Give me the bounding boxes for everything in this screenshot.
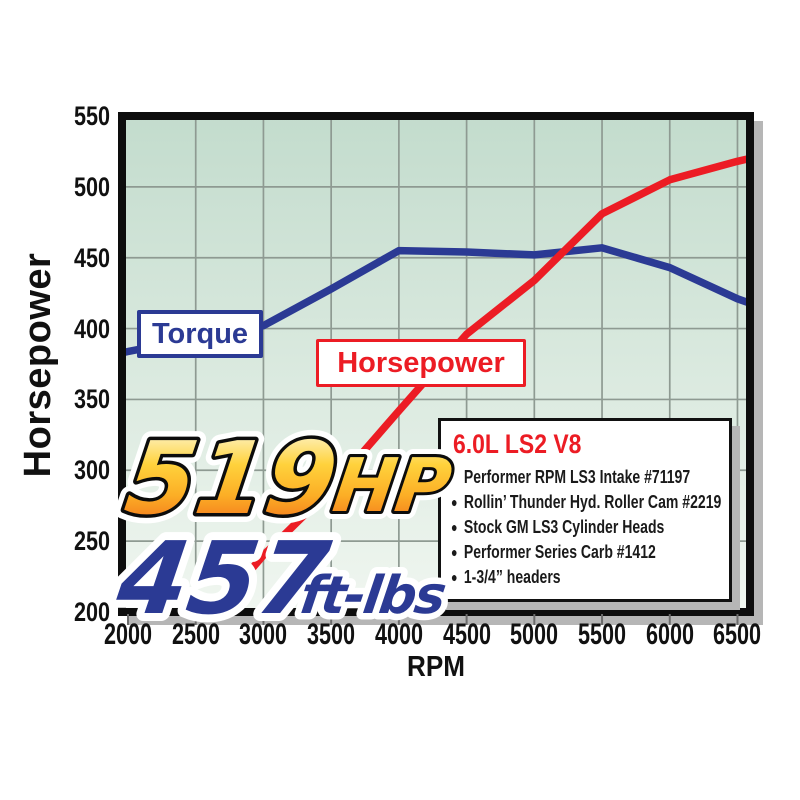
y-tick-label-300: 300: [73, 455, 110, 486]
y-tick-label-200: 200: [73, 597, 110, 627]
x-tick-label-4500: 4500: [442, 618, 491, 651]
bullet-icon: ●: [451, 544, 458, 560]
spec-item-text: Performer Series Carb #1412: [463, 542, 656, 562]
y-tick-label-550: 550: [73, 101, 110, 131]
bullet-icon: ●: [451, 569, 458, 585]
x-tick-label-6500: 6500: [713, 618, 762, 651]
x-tick-label-5500: 5500: [578, 618, 627, 651]
x-tick-label-3000: 3000: [239, 618, 288, 651]
x-tick-label-2500: 2500: [171, 618, 220, 651]
spec-item-text: Performer RPM LS3 Intake #71197: [463, 467, 691, 487]
y-axis-title: Horsepower: [17, 252, 59, 478]
spec-item-text: 1-3/4” headers: [463, 567, 561, 587]
spec-item-0: ● Performer RPM LS3 Intake #71197: [451, 465, 690, 490]
x-tick-label-2000: 2000: [103, 618, 153, 651]
y-tick-label-500: 500: [73, 171, 110, 202]
horsepower-curve-label-text: Horsepower: [337, 346, 505, 379]
x-tick-label-3500: 3500: [307, 618, 356, 651]
y-tick-label-400: 400: [73, 313, 110, 344]
torque-curve-label-text: Torque: [151, 317, 249, 350]
dyno-plot-svg: [118, 112, 754, 625]
axis-tick-marks: [127, 614, 739, 625]
x-axis-title: RPM: [406, 651, 465, 683]
spec-item-2: ● Stock GM LS3 Cylinder Heads: [451, 515, 665, 540]
engine-spec-list: ● Performer RPM LS3 Intake #71197 ● Rollin’…: [451, 465, 721, 590]
plot-area: [118, 112, 754, 625]
y-tick-label-250: 250: [73, 526, 110, 557]
spec-item-text: Stock GM LS3 Cylinder Heads: [463, 517, 665, 537]
x-tick-label-4000: 4000: [374, 618, 423, 651]
y-tick-label-350: 350: [73, 384, 110, 415]
torque-curve-label: Torque: [137, 310, 263, 358]
engine-name: 6.0L LS2 V8: [453, 429, 582, 459]
spec-item-4: ● 1-3/4” headers: [451, 565, 662, 590]
engine-spec-box: 6.0L LS2 V8 ● Performer RPM LS3 Intake #7…: [438, 418, 732, 602]
x-tick-label-6000: 6000: [645, 618, 694, 651]
spec-item-3: ● Performer Series Carb #1412: [451, 540, 662, 565]
horsepower-curve: [211, 154, 751, 615]
horsepower-curve-label: Horsepower: [316, 339, 526, 387]
spec-item-text: Rollin’ Thunder Hyd. Roller Cam #2219: [463, 492, 722, 512]
x-tick-label-5000: 5000: [510, 618, 559, 651]
plot-frame: [118, 112, 754, 616]
bullet-icon: ●: [451, 469, 458, 485]
bullet-icon: ●: [451, 494, 458, 510]
spec-item-1: ● Rollin’ Thunder Hyd. Roller Cam #2219: [451, 490, 721, 515]
bullet-icon: ●: [451, 519, 458, 535]
y-tick-label-450: 450: [73, 242, 110, 273]
